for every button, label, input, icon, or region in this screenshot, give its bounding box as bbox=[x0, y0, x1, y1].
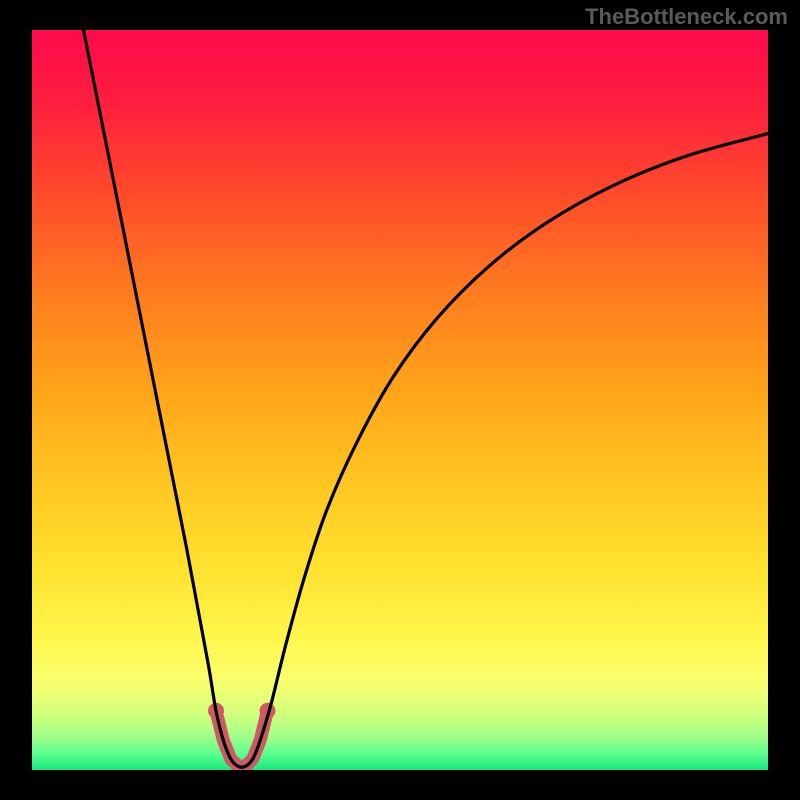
gradient-background bbox=[32, 30, 768, 770]
plot-area bbox=[32, 30, 768, 770]
chart-container: TheBottleneck.com bbox=[0, 0, 800, 800]
watermark-text: TheBottleneck.com bbox=[585, 4, 788, 30]
bottleneck-chart bbox=[32, 30, 768, 770]
